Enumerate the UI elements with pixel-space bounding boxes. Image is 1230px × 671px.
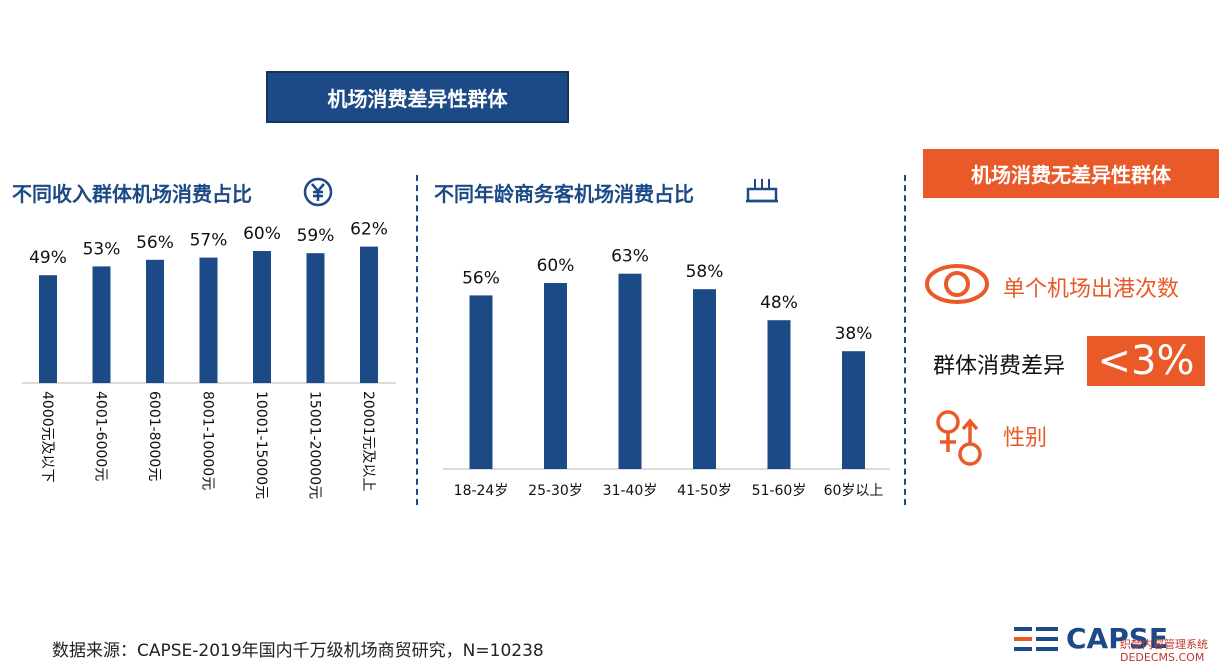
age-chart-title: 不同年龄商务客机场消费占比 bbox=[434, 182, 694, 206]
departure-count-label: 单个机场出港次数 bbox=[1003, 277, 1180, 302]
watermark-line-2: DEDECMS.COM bbox=[1120, 651, 1205, 664]
age-bar bbox=[469, 295, 493, 469]
cake-icon bbox=[746, 179, 778, 203]
no-difference-group-title: 机场消费无差异性群体 bbox=[923, 149, 1219, 198]
data-source: 数据来源：CAPSE-2019年国内千万级机场商贸研究，N=10238 bbox=[52, 641, 544, 661]
age-category-label: 41-50岁 bbox=[677, 483, 732, 499]
logo-stripes-icon bbox=[1014, 626, 1058, 651]
age-value-label: 58% bbox=[686, 262, 724, 282]
income-bar bbox=[146, 259, 164, 383]
income-bar bbox=[199, 257, 218, 383]
income-category-label: 15001-20000元 bbox=[307, 391, 323, 499]
watermark-line-1: 织梦内容管理系统 bbox=[1120, 638, 1208, 651]
age-category-label: 25-30岁 bbox=[528, 483, 583, 499]
income-value-label: 53% bbox=[83, 239, 121, 259]
income-bar bbox=[360, 246, 378, 383]
age-bar bbox=[544, 283, 567, 469]
age-bar bbox=[618, 273, 642, 469]
income-value-label: 57% bbox=[190, 231, 228, 251]
group-diff-label: 群体消费差异 bbox=[933, 354, 1066, 379]
age-value-label: 56% bbox=[462, 268, 500, 288]
income-category-label: 20001元及以上 bbox=[360, 391, 376, 492]
age-category-label: 60岁以上 bbox=[824, 483, 884, 499]
capse-logo: CAPSE bbox=[1014, 622, 1168, 655]
age-value-label: 38% bbox=[835, 324, 873, 344]
section-banner: 机场消费差异性群体 bbox=[266, 71, 569, 123]
watermark: 织梦内容管理系统 DEDECMS.COM bbox=[1120, 638, 1208, 664]
income-bar bbox=[306, 253, 325, 383]
diff-value-badge: <3% bbox=[1087, 336, 1205, 386]
age-value-label: 48% bbox=[760, 293, 798, 313]
age-bar bbox=[842, 351, 865, 469]
eye-icon bbox=[925, 264, 989, 304]
age-bar bbox=[693, 289, 716, 469]
income-category-label: 4000元及以下 bbox=[39, 391, 55, 483]
yen-icon bbox=[303, 177, 333, 207]
age-category-label: 31-40岁 bbox=[603, 483, 658, 499]
income-category-label: 10001-15000元 bbox=[253, 391, 269, 499]
income-bar-chart: 49% 4000元及以下 53% 4001-6000元 56% 6001-8000元 57%… bbox=[22, 220, 396, 499]
divider-left bbox=[416, 175, 418, 505]
income-chart-title: 不同收入群体机场消费占比 bbox=[12, 182, 252, 206]
age-value-label: 63% bbox=[611, 247, 649, 267]
income-category-label: 6001-8000元 bbox=[146, 391, 162, 481]
age-bar bbox=[767, 320, 791, 469]
income-value-label: 56% bbox=[136, 233, 174, 253]
gender-label: 性别 bbox=[1003, 426, 1048, 451]
income-category-label: 8001-10000元 bbox=[200, 391, 216, 490]
age-category-label: 18-24岁 bbox=[454, 483, 509, 499]
income-value-label: 59% bbox=[297, 226, 335, 246]
income-value-label: 60% bbox=[243, 224, 281, 244]
gender-icon bbox=[936, 410, 982, 466]
divider-right bbox=[904, 175, 906, 505]
income-category-label: 4001-6000元 bbox=[93, 391, 109, 481]
income-value-label: 49% bbox=[29, 248, 67, 268]
logo-text: CAPSE bbox=[1066, 622, 1169, 655]
age-value-label: 60% bbox=[537, 256, 575, 276]
income-value-label: 62% bbox=[350, 220, 388, 240]
income-bar bbox=[92, 266, 111, 383]
income-bar bbox=[39, 275, 57, 383]
income-bar bbox=[253, 251, 271, 383]
age-category-label: 51-60岁 bbox=[752, 483, 807, 499]
age-bar-chart: 56% 18-24岁 60% 25-30岁 63% 31-40岁 58% 41-50岁 48% 5… bbox=[443, 247, 890, 499]
